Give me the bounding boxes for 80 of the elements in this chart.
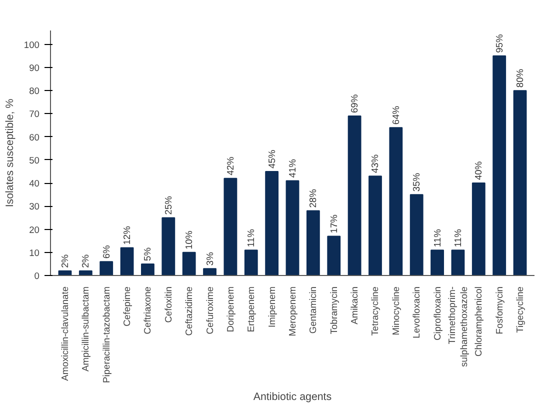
data-label: 6%: [101, 245, 112, 259]
bar: [430, 250, 444, 276]
bar: [100, 261, 114, 276]
bar: [472, 182, 486, 276]
data-label: 64%: [390, 106, 401, 125]
x-tick-label: Ceftriaxone: [142, 286, 153, 334]
bar: [389, 127, 403, 276]
data-label: 12%: [122, 226, 132, 245]
data-label: 17%: [328, 214, 339, 234]
x-tick-label: Ceftazidime: [184, 286, 194, 336]
x-tick-label: Amikacin: [350, 286, 360, 324]
data-label: 43%: [370, 154, 380, 174]
bar: [182, 252, 196, 276]
bar: [162, 217, 176, 276]
x-tick-label: Ciprofloxacin: [432, 286, 442, 340]
x-tick-label: Cefoxitin: [163, 286, 174, 323]
x-tick-label: Piperacillin-tazobactam: [101, 286, 112, 383]
x-tick-label: Trimethoprim- sulphamethoxazole: [446, 286, 469, 367]
x-tick-label: Doripenem: [225, 286, 236, 332]
x-tick-label: Fosfomycin: [494, 286, 504, 334]
data-label: 2%: [60, 254, 70, 268]
bar: [265, 170, 279, 276]
x-tick-label: Tigecycline: [515, 286, 526, 333]
y-tick-label: 90: [29, 62, 40, 73]
data-label: 11%: [432, 229, 442, 248]
bar: [286, 180, 300, 276]
x-tick-label: Cefuroxime: [204, 286, 215, 334]
data-label: 95%: [494, 34, 504, 53]
bar: [492, 55, 506, 276]
bar: [348, 116, 362, 276]
x-tick-label: Levofloxacin: [412, 286, 422, 338]
x-tick-label: Ertapenem: [246, 286, 256, 332]
y-tick-label: 40: [29, 178, 40, 189]
data-label: 69%: [350, 94, 360, 114]
x-tick-label: Tobramycin: [328, 286, 339, 334]
data-label: 40%: [474, 161, 484, 180]
x-tick-label: Chloramphenicol: [474, 286, 484, 356]
data-label: 28%: [308, 189, 318, 208]
y-tick-label: 0: [34, 271, 40, 281]
data-label: 5%: [142, 247, 153, 261]
data-label: 41%: [288, 159, 298, 178]
bar: [327, 236, 341, 276]
bar: [368, 176, 382, 276]
x-tick-label: Meropenem: [288, 286, 298, 336]
data-label: 11%: [452, 229, 463, 248]
bar: [203, 268, 216, 276]
bar: [306, 210, 320, 276]
x-tick-label: Imipenem: [266, 286, 277, 328]
y-tick-label: 30: [29, 202, 40, 212]
x-tick-label: Minocycline: [390, 286, 401, 336]
data-label: 25%: [163, 196, 174, 215]
data-label: 80%: [515, 68, 526, 88]
bar: [513, 90, 527, 276]
data-label: 35%: [412, 172, 422, 192]
data-label: 42%: [225, 156, 236, 176]
y-tick-label: 80: [29, 86, 40, 96]
y-tick-label: 20: [29, 224, 40, 235]
x-tick-label: Cefepime: [122, 286, 132, 326]
y-tick-label: 70: [29, 109, 40, 120]
y-tick-label: 100: [24, 40, 40, 50]
bar: [244, 250, 258, 276]
data-label: 45%: [266, 150, 277, 168]
bar: [141, 263, 154, 276]
x-tick-label: Amoxicillin-clavulanate: [60, 286, 70, 381]
data-label: 2%: [80, 254, 91, 268]
x-tick-label: Gentamicin: [308, 286, 318, 334]
data-label: 10%: [184, 230, 194, 250]
bar: [410, 194, 424, 276]
data-label: 3%: [204, 252, 215, 266]
x-tick-label: Tetracycline: [370, 286, 380, 336]
x-axis-title: Antibiotic agents: [253, 390, 332, 403]
bar: [120, 247, 134, 276]
data-label: 11%: [246, 229, 256, 248]
x-tick-label: Ampicillin-sulbactam: [80, 286, 91, 372]
y-tick-label: 60: [29, 132, 40, 142]
bar: [224, 178, 238, 276]
y-axis-title: Isolates susceptible, %: [4, 98, 16, 208]
y-tick-label: 50: [29, 155, 40, 166]
y-tick-label: 10: [29, 248, 40, 258]
bar: [451, 250, 465, 276]
